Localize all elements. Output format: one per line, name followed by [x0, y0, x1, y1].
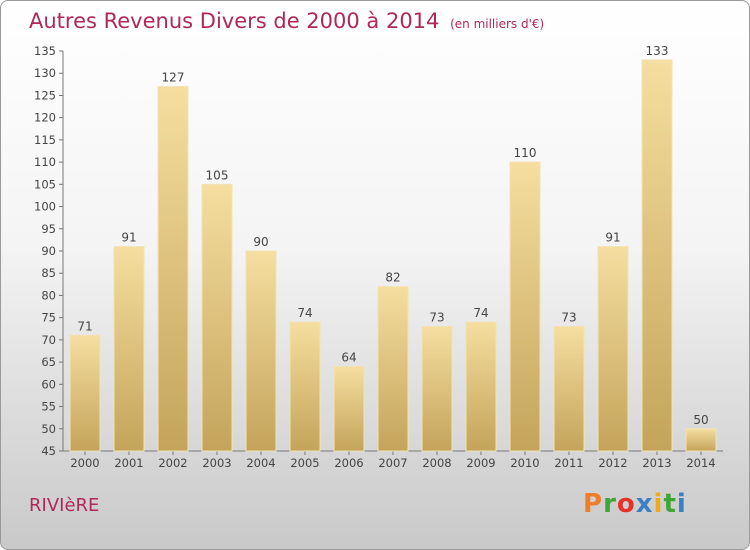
y-tick-label: 70: [41, 333, 56, 347]
bar-2002[interactable]: [157, 86, 189, 452]
logo-letter: i: [653, 489, 664, 519]
bar-2011[interactable]: [553, 326, 585, 452]
x-tick-label-2005: 2005: [290, 456, 319, 470]
y-tick-label: 55: [41, 400, 56, 414]
bar-2008[interactable]: [421, 326, 453, 452]
data-label-2011: 73: [561, 311, 576, 325]
logo-letter: i: [676, 489, 687, 519]
x-tick-label-2007: 2007: [378, 456, 407, 470]
x-tick-label-2008: 2008: [422, 456, 451, 470]
y-tick-label: 95: [41, 222, 56, 236]
data-label-2002: 127: [162, 71, 185, 85]
data-label-2003: 105: [206, 168, 229, 182]
data-label-2013: 133: [646, 44, 669, 58]
bar-2000[interactable]: [69, 334, 101, 452]
chart-title-text: Autres Revenus Divers de 2000 à 2014: [29, 9, 440, 33]
y-tick-label: 100: [34, 200, 56, 214]
x-tick-label-2014: 2014: [686, 456, 715, 470]
x-tick-label-2006: 2006: [334, 456, 363, 470]
y-tick-label: 80: [41, 288, 56, 302]
y-tick-label: 50: [41, 422, 56, 436]
data-label-2007: 82: [385, 271, 400, 285]
chart-axes: 45 50 55 60 65 70 75 80 85 90 95 100 105 110 115 120 125…: [34, 44, 723, 470]
data-label-2010: 110: [514, 146, 537, 160]
data-label-2005: 74: [297, 306, 312, 320]
proxiti-logo[interactable]: Proxiti: [583, 489, 687, 519]
x-tick-label-2004: 2004: [246, 456, 275, 470]
bar-2013[interactable]: [641, 59, 673, 452]
x-tick-label-2011: 2011: [554, 456, 583, 470]
y-tick-label: 45: [41, 444, 56, 458]
x-tick-label-2009: 2009: [466, 456, 495, 470]
chart-unit: (en milliers d'€): [450, 17, 545, 31]
y-tick-label: 105: [34, 177, 56, 191]
y-tick-label: 65: [41, 355, 56, 369]
y-tick-label: 85: [41, 266, 56, 280]
bar-2003[interactable]: [201, 183, 233, 452]
bar-2007[interactable]: [377, 286, 409, 452]
y-tick-label: 90: [41, 244, 56, 258]
bar-2006[interactable]: [333, 366, 365, 452]
data-label-2001: 91: [121, 231, 136, 245]
bar-2012[interactable]: [597, 246, 629, 452]
x-tick-label-2000: 2000: [70, 456, 99, 470]
x-tick-label-2003: 2003: [202, 456, 231, 470]
logo-letter: r: [603, 489, 617, 519]
chart-title: Autres Revenus Divers de 2000 à 2014 (en…: [29, 9, 544, 33]
data-label-2004: 90: [253, 235, 268, 249]
y-tick-label: 75: [41, 311, 56, 325]
y-tick-label: 135: [34, 44, 56, 58]
x-tick-label-2012: 2012: [598, 456, 627, 470]
y-tick-label: 110: [34, 155, 56, 169]
bar-2010[interactable]: [509, 161, 541, 452]
y-tick-label: 130: [34, 66, 56, 80]
logo-letter: o: [616, 489, 636, 519]
bar-2005[interactable]: [289, 321, 321, 452]
logo-letter: x: [635, 489, 654, 519]
logo-letter: t: [663, 489, 677, 519]
y-tick-label: 125: [34, 88, 56, 102]
x-tick-label-2010: 2010: [510, 456, 539, 470]
data-label-2014: 50: [693, 413, 708, 427]
x-tick-label-2001: 2001: [114, 456, 143, 470]
chart-bars: 71 91 127 105 90 74 64 82 73 74 110 73 91 133 50: [69, 44, 717, 452]
x-tick-label-2002: 2002: [158, 456, 187, 470]
data-label-2006: 64: [341, 351, 356, 365]
bar-2004[interactable]: [245, 250, 277, 452]
bar-2001[interactable]: [113, 246, 145, 452]
y-tick-label: 115: [34, 133, 56, 147]
commune-name: RIVIèRE: [29, 495, 100, 516]
data-label-2012: 91: [605, 231, 620, 245]
y-tick-label: 60: [41, 377, 56, 391]
data-label-2008: 73: [429, 311, 444, 325]
data-label-2009: 74: [473, 306, 488, 320]
data-label-2000: 71: [77, 319, 92, 333]
y-tick-label: 120: [34, 111, 56, 125]
logo-letter: P: [583, 489, 604, 519]
bar-2009[interactable]: [465, 321, 497, 452]
bar-2014[interactable]: [685, 428, 717, 452]
x-tick-label-2013: 2013: [642, 456, 671, 470]
